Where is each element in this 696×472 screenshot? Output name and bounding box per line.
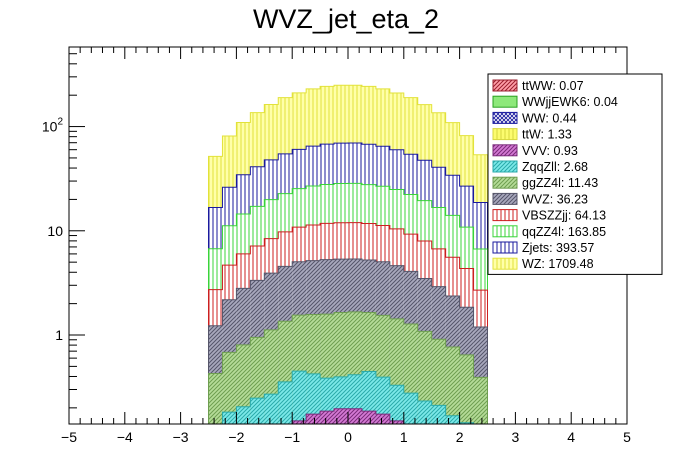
bar-zqqzll [389, 385, 404, 424]
x-tick-label: 4 [567, 429, 575, 445]
bar-vvv [320, 411, 335, 424]
bar-ggzz4l [473, 377, 488, 424]
bar-ggzz4l [431, 339, 446, 424]
bar-vvv [292, 420, 307, 424]
bar-zqqzll [431, 405, 446, 424]
bar-zqqzll [222, 412, 237, 424]
x-tick-label: −5 [61, 429, 77, 445]
bar-zqqzll [236, 406, 251, 424]
legend-entry-wvz: WVZ: 36.23 [492, 192, 588, 206]
chart-title: WVZ_jet_eta_2 [253, 4, 439, 34]
x-tick-label: −4 [117, 429, 133, 445]
legend-entry-ggzz4l: ggZZ4l: 11.43 [492, 176, 598, 190]
bar-ggzz4l [236, 344, 251, 424]
legend-swatch [492, 257, 518, 270]
legend-label: ggZZ4l: 11.43 [522, 176, 598, 190]
legend-entry-wz: WZ: 1709.48 [492, 257, 594, 271]
bar-zqqzll [459, 422, 474, 424]
legend: ttWW: 0.07 WWjjEWK6: 0.04 WW: 0.44 ttW: 1.3… [487, 73, 663, 275]
legend-entry-vbszzjj: VBSZZjj: 64.13 [492, 209, 606, 223]
legend-entry-ww: WW: 0.44 [492, 111, 577, 125]
outline-zqqzll [208, 370, 488, 425]
bar-vvv [389, 420, 404, 424]
legend-label: VBSZZjj: 64.13 [522, 209, 606, 223]
legend-swatch [492, 79, 518, 92]
legend-label: qqZZ4l: 163.85 [522, 225, 606, 239]
stacked-histogram [208, 84, 488, 425]
legend-entry-zjets: Zjets: 393.57 [492, 241, 594, 255]
legend-swatch [492, 160, 518, 173]
bar-zqqzll [306, 373, 321, 424]
axes: −5 −4 −3 −2 −1 0 1 2 3 4 5 1 10 102 [42, 47, 631, 445]
bar-vvv [375, 414, 390, 424]
x-tick-label: 5 [623, 429, 631, 445]
x-tick-label: 0 [344, 429, 352, 445]
legend-label: ZqqZll: 2.68 [522, 160, 588, 174]
x-tick-label: −3 [173, 429, 189, 445]
legend-label: VVV: 0.93 [522, 144, 578, 158]
legend-swatch [492, 241, 518, 254]
bar-vvv [334, 408, 348, 424]
bar-zqqzll [264, 394, 279, 424]
bar-zqqzll [403, 393, 418, 424]
bar-zqqzll [445, 415, 460, 424]
legend-swatch [492, 209, 518, 222]
bar-ggzz4l [208, 373, 223, 424]
legend-swatch [492, 128, 518, 141]
legend-label: ttW: 1.33 [522, 128, 572, 142]
bar-ggzz4l [459, 354, 474, 424]
legend-label: WW: 0.44 [522, 111, 577, 125]
legend-entry-wwjjewk6: WWjjEWK6: 0.04 [492, 95, 618, 109]
legend-entry-vvv: VVV: 0.93 [492, 144, 578, 158]
bar-zqqzll [250, 398, 265, 424]
legend-swatch [492, 111, 518, 124]
outline-wz [208, 84, 488, 424]
series-zqqzll [208, 370, 488, 425]
outline-ggzz4l [208, 311, 488, 424]
legend-label: WVZ: 36.23 [522, 192, 588, 206]
y-tick-label: 102 [42, 117, 64, 135]
legend-label: WWjjEWK6: 0.04 [522, 95, 618, 109]
legend-swatch [492, 144, 518, 157]
legend-swatch [492, 95, 518, 108]
y-tick-label: 10 [47, 223, 63, 239]
legend-entry-ttw: ttW: 1.33 [492, 128, 572, 142]
legend-label: ttWW: 0.07 [522, 79, 584, 93]
y-tick-label: 1 [55, 327, 63, 343]
bar-vvv [361, 411, 376, 424]
bar-vvv [348, 408, 362, 424]
legend-entry-qqzz4l: qqZZ4l: 163.85 [492, 225, 606, 239]
outline-vbszzjj [208, 222, 488, 424]
legend-entry-zqqzll: ZqqZll: 2.68 [492, 160, 588, 174]
bar-ggzz4l [445, 346, 460, 424]
x-tick-label: 3 [512, 429, 520, 445]
bar-zqqzll [292, 371, 307, 424]
x-tick-label: −1 [284, 429, 300, 445]
bar-zqqzll [375, 377, 390, 424]
bar-vvv [306, 414, 321, 424]
outline-wvz [208, 258, 488, 424]
bar-zqqzll [417, 400, 432, 424]
x-tick-label: −2 [228, 429, 244, 445]
outline-zjets [208, 142, 488, 424]
outline-qqzz4l [208, 182, 488, 424]
legend-label: Zjets: 393.57 [522, 241, 594, 255]
legend-label: WZ: 1709.48 [522, 257, 594, 271]
x-tick-label: 2 [456, 429, 464, 445]
legend-swatch [492, 192, 518, 205]
bar-ggzz4l [222, 352, 237, 424]
legend-swatch [492, 225, 518, 238]
x-tick-label: 1 [400, 429, 408, 445]
bar-zqqzll [278, 381, 293, 424]
legend-entry-ttww: ttWW: 0.07 [492, 79, 584, 93]
legend-swatch [492, 176, 518, 189]
